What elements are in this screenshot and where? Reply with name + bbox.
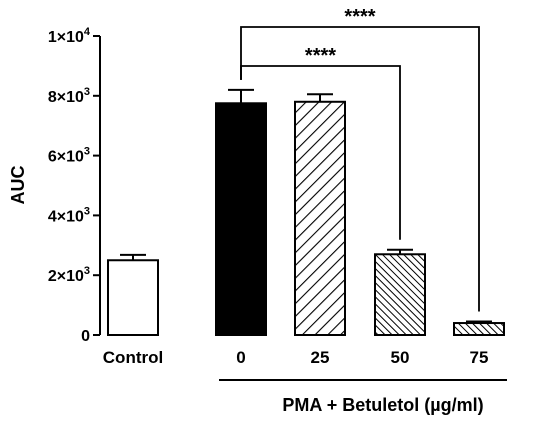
y-tick-label: 1×104 [48,26,91,46]
y-tick-label: 4×103 [48,205,90,225]
significance-bracket [240,26,480,312]
bars [107,88,505,337]
y-tick-label: 0 [81,328,90,345]
axes: 0 2×103 4×103 6×103 8×103 1×104 Control 0 25 50 75 [48,26,507,381]
y-tick-label: 2×103 [48,265,90,285]
bar-75 [453,322,505,337]
significance-annotations: **** **** [240,6,480,312]
bar-0 [215,102,267,337]
x-category-label: 50 [391,348,410,367]
x-category-label: 75 [470,348,489,367]
significance-stars: **** [344,6,375,28]
group-label: PMA + Betuletol (µg/ml) [282,395,483,415]
y-tick-label: 6×103 [48,146,90,166]
x-category-label: 25 [311,348,330,367]
x-category-label: 0 [236,348,245,367]
y-axis-title: AUC [8,166,28,205]
y-tick-label: 8×103 [48,86,90,106]
bar-50 [374,253,426,337]
bar-25 [294,100,346,336]
bar-control [107,259,159,336]
x-category-label: Control [103,348,163,367]
significance-stars: **** [305,45,336,67]
